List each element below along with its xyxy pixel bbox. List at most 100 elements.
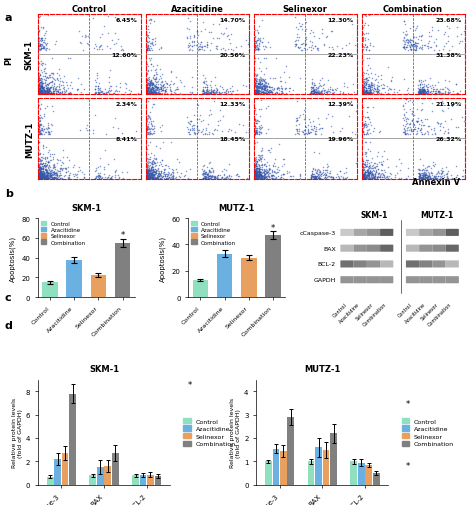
Point [94, 46, 101, 54]
Point [258, 162, 266, 170]
Point [201, 174, 209, 182]
Point [377, 89, 385, 97]
Point [145, 84, 152, 92]
Point [359, 87, 366, 95]
Point [148, 89, 156, 97]
Point [267, 88, 274, 96]
Point [255, 175, 263, 183]
Point [424, 40, 431, 48]
Point [282, 79, 289, 87]
Point [254, 91, 261, 99]
Point [418, 106, 426, 114]
Point [402, 43, 410, 52]
Point [48, 170, 55, 178]
Point [438, 169, 446, 177]
Point [43, 160, 51, 168]
Point [315, 82, 322, 90]
Point [280, 170, 288, 178]
Point [155, 174, 162, 182]
Point [41, 105, 48, 113]
Point [251, 79, 258, 87]
Point [453, 89, 460, 97]
Point [44, 81, 52, 89]
Point [200, 162, 208, 170]
Point [395, 155, 402, 163]
Point [195, 116, 203, 124]
Point [48, 55, 55, 63]
Point [47, 84, 55, 92]
Point [108, 173, 116, 181]
Point [105, 13, 112, 21]
Text: SKM-1: SKM-1 [360, 210, 387, 219]
Text: Azacitidine: Azacitidine [338, 301, 361, 324]
Point [256, 175, 264, 183]
Point [316, 169, 324, 177]
Point [38, 161, 46, 169]
Point [310, 118, 317, 126]
Point [49, 71, 57, 79]
Point [35, 42, 42, 50]
Point [369, 81, 376, 89]
Point [65, 89, 73, 97]
Point [148, 170, 156, 178]
Point [226, 171, 233, 179]
Point [251, 126, 258, 134]
Point [144, 98, 151, 106]
Point [211, 89, 219, 97]
Point [148, 174, 156, 182]
Point [45, 90, 52, 98]
Point [55, 83, 63, 91]
Point [62, 165, 70, 173]
Point [258, 144, 266, 153]
Point [417, 88, 424, 96]
Point [363, 172, 370, 180]
Point [293, 127, 301, 135]
Point [46, 78, 54, 86]
Point [420, 90, 428, 98]
Point [318, 26, 326, 34]
Point [254, 165, 261, 173]
Point [250, 79, 258, 87]
Point [152, 156, 159, 164]
Point [155, 91, 162, 99]
Point [327, 89, 334, 97]
Point [34, 170, 42, 178]
Point [366, 90, 374, 98]
Point [37, 172, 45, 180]
Point [225, 161, 232, 169]
Point [400, 43, 407, 52]
Point [291, 38, 299, 46]
Point [252, 39, 260, 47]
Point [170, 79, 178, 87]
Point [208, 174, 216, 182]
Point [196, 41, 204, 49]
Point [147, 172, 155, 180]
Point [264, 169, 271, 177]
Point [310, 88, 317, 96]
Point [49, 75, 57, 83]
Point [311, 88, 319, 96]
Point [439, 86, 447, 94]
Point [40, 173, 48, 181]
Point [360, 90, 367, 98]
Point [361, 37, 369, 45]
Point [149, 161, 156, 169]
Point [37, 101, 45, 109]
Point [35, 126, 42, 134]
Point [250, 174, 258, 182]
Point [258, 171, 265, 179]
Point [193, 29, 201, 37]
Point [216, 116, 223, 124]
Point [152, 89, 160, 97]
Bar [140, 475, 146, 485]
Point [358, 83, 366, 91]
Point [368, 175, 376, 183]
Point [370, 175, 378, 183]
Point [146, 169, 154, 177]
Point [123, 81, 130, 89]
Point [36, 170, 44, 178]
Point [147, 173, 155, 181]
Point [36, 156, 43, 164]
Point [258, 84, 266, 92]
Point [253, 174, 260, 182]
